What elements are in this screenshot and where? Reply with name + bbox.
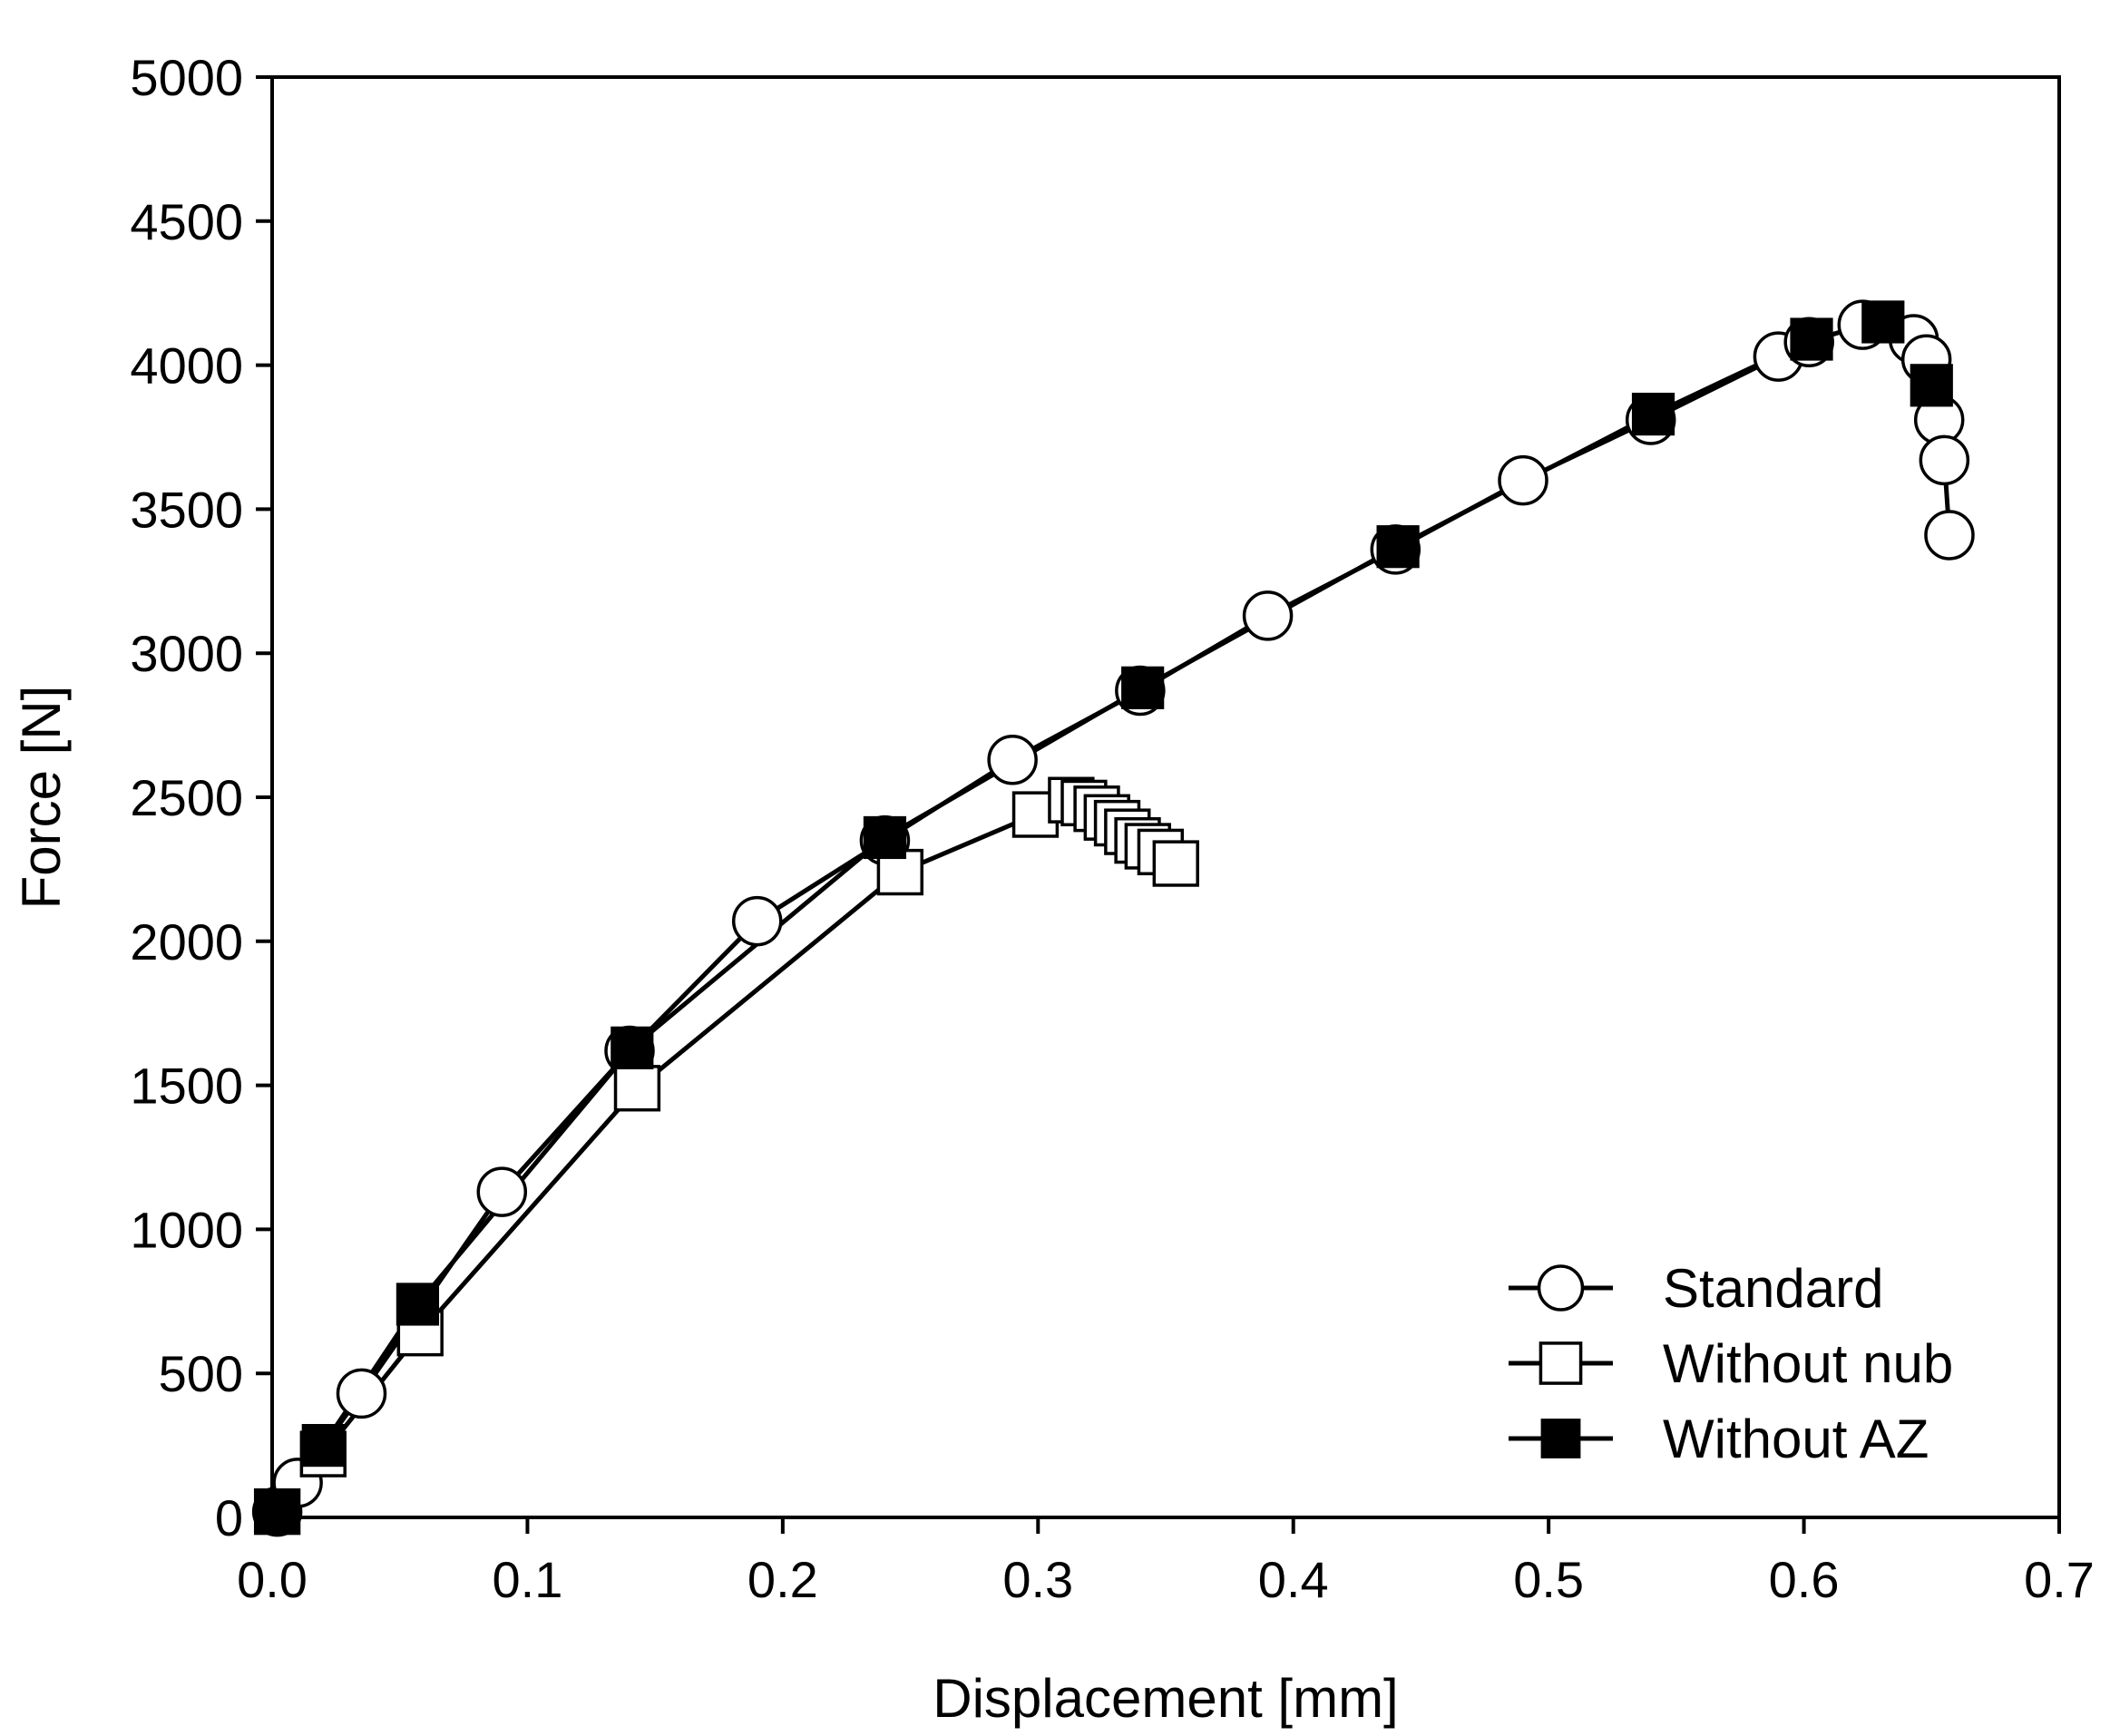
x-tick-label: 0.0 [237,1551,308,1608]
x-axis: 0.0 0.1 0.2 0.3 0.4 0.5 0.6 0.7 [237,1517,2095,1608]
data-point-without-az [1376,525,1420,569]
data-point-standard [1242,590,1294,641]
data-point-without-az [1631,392,1675,436]
data-point-without-az [1121,666,1165,709]
data-point-without-az [301,1424,345,1468]
x-tick-label: 0.6 [1769,1551,1840,1608]
data-point-without-az [611,1026,654,1069]
data-point-standard [731,895,783,947]
x-tick-label: 0.2 [747,1551,818,1608]
y-axis: 0 500 1000 1500 2000 2500 3000 3500 4000 4500 5000 [130,49,272,1546]
data-point-standard [1919,434,1970,486]
x-tick-label: 0.1 [492,1551,562,1608]
x-tick-label: 0.3 [1002,1551,1073,1608]
legend-marker-without-nub [1539,1341,1583,1385]
x-tick-label: 0.5 [1513,1551,1584,1608]
y-axis-title: Force [N] [11,686,72,910]
legend-marker-standard [1537,1264,1585,1312]
data-point-without-az [256,1490,299,1534]
data-point-without-az [396,1282,440,1326]
data-point-standard [987,734,1038,785]
data-point-standard [1498,454,1548,506]
legend: Standard Without nub Without AZ [1509,1258,1953,1469]
y-tick-label: 4500 [130,193,243,250]
y-tick-label: 0 [215,1489,243,1546]
data-point-without-az [1861,300,1905,344]
x-tick-label: 0.4 [1258,1551,1329,1608]
series-line-without-nub [275,797,1177,1514]
y-tick-label: 5000 [130,49,243,106]
data-point-standard [476,1166,528,1217]
legend-label-without-nub: Without nub [1663,1333,1953,1394]
y-tick-label: 4000 [130,337,243,395]
y-tick-label: 3000 [130,625,243,682]
data-point-without-az [1910,364,1953,407]
data-point-without-az [863,815,907,860]
y-tick-label: 500 [159,1345,243,1402]
y-tick-label: 3500 [130,481,243,538]
y-tick-label: 1500 [130,1058,243,1115]
data-point-without-az [1790,317,1833,361]
x-axis-title: Displacement [mm] [933,1668,1398,1729]
x-tick-label: 0.7 [2024,1551,2095,1608]
data-point-without-nub [613,1065,661,1112]
data-point-without-nub [1152,840,1199,887]
legend-marker-without-az [1540,1419,1581,1458]
y-tick-label: 2500 [130,769,243,826]
legend-label-without-az: Without AZ [1663,1409,1929,1469]
y-tick-label: 2000 [130,913,243,970]
y-tick-label: 1000 [130,1201,243,1258]
series-markers [251,299,1975,1537]
data-point-standard [336,1368,387,1419]
data-point-standard [1924,510,1975,561]
legend-label-standard: Standard [1663,1258,1884,1319]
